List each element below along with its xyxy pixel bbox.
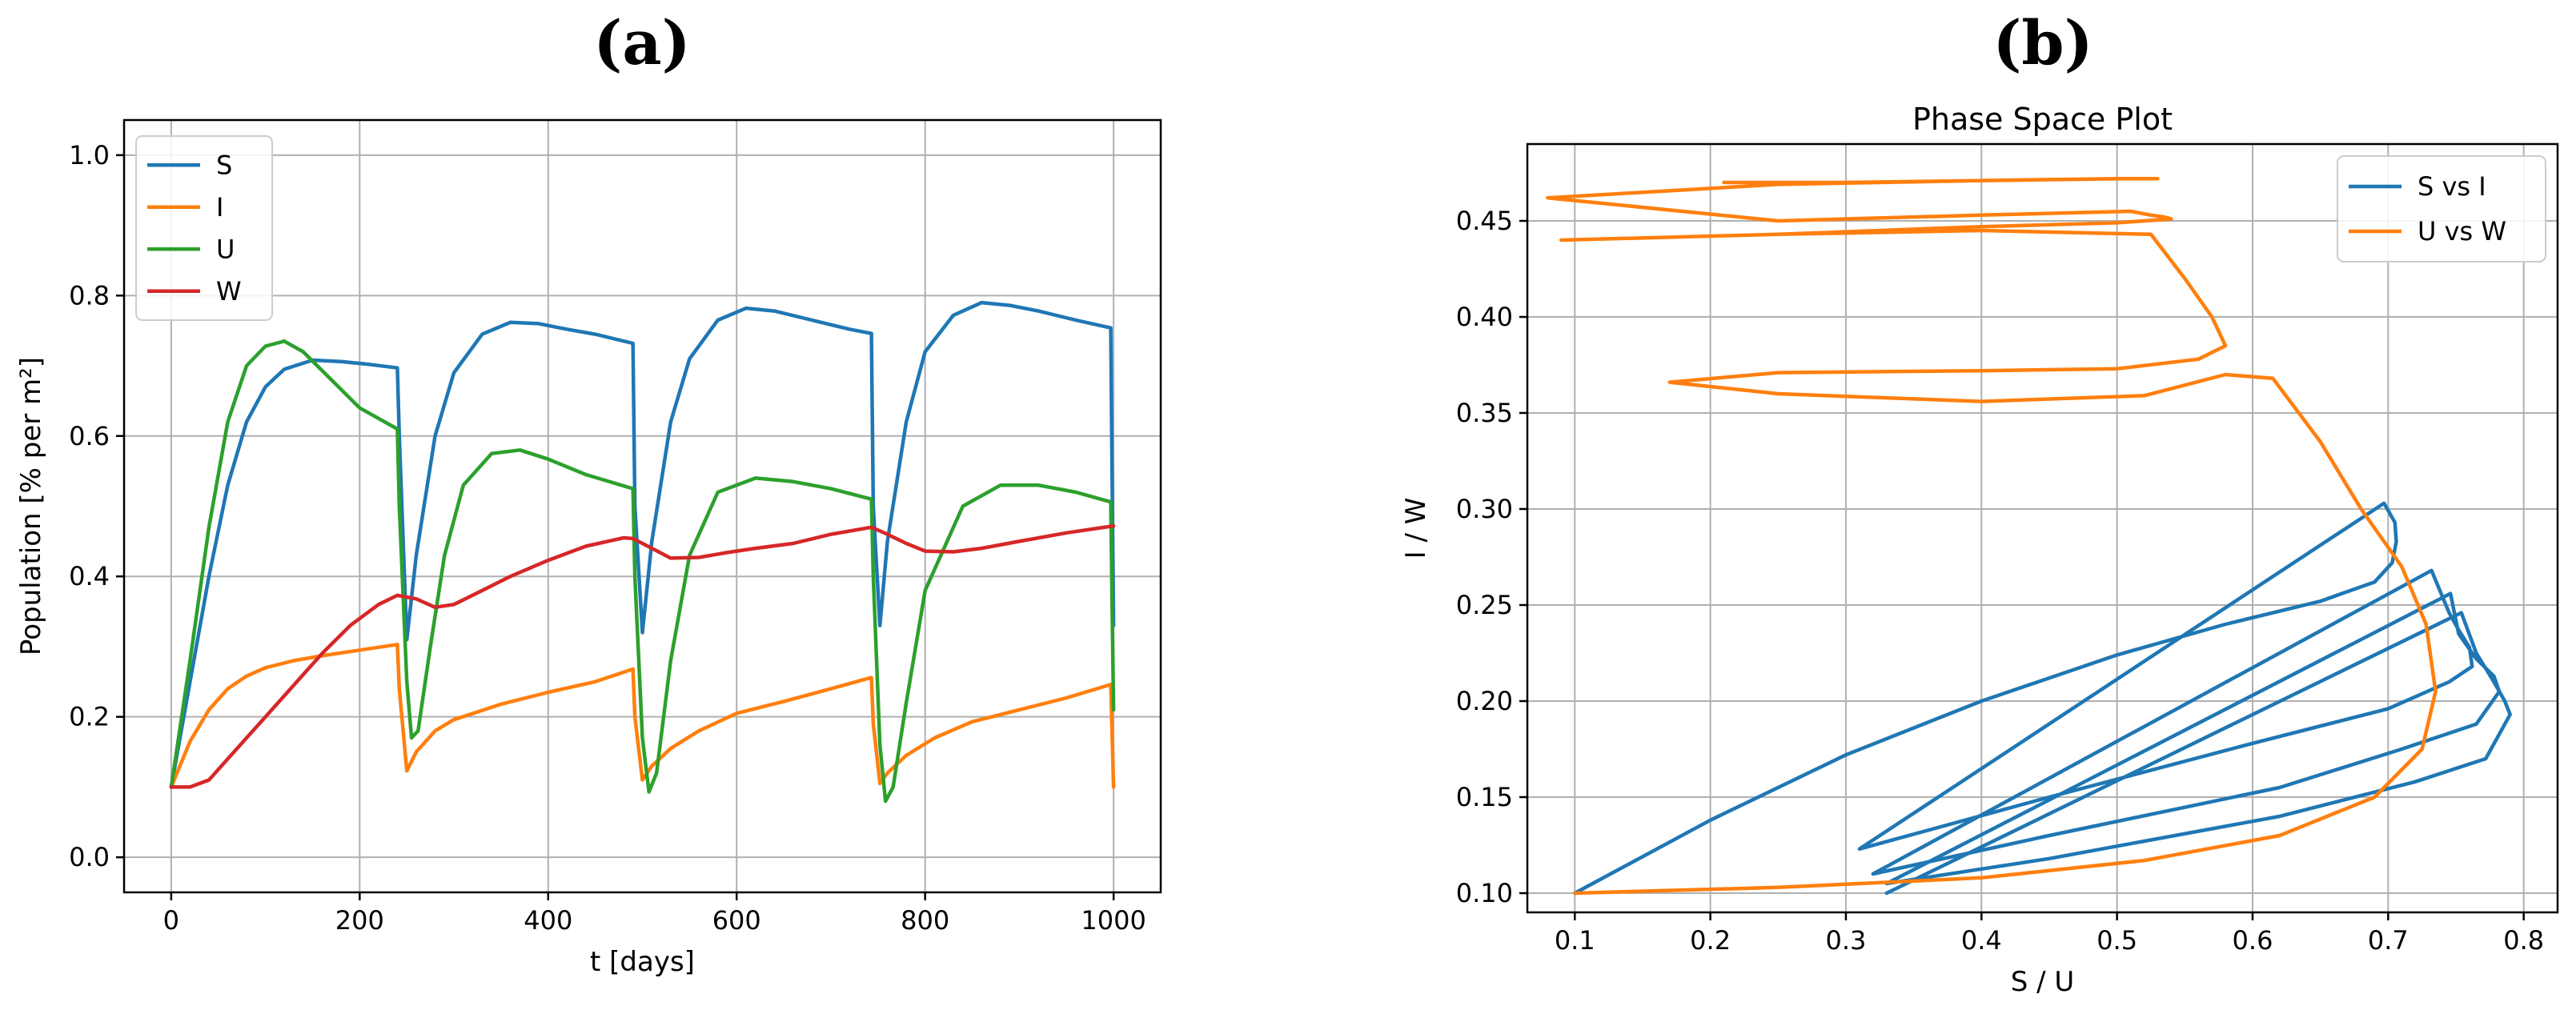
- x-axis-label: S / U: [2011, 966, 2075, 998]
- legend-label: I: [216, 192, 223, 222]
- x-tick-label: 0.8: [2503, 925, 2544, 956]
- x-tick-label: 400: [524, 905, 572, 936]
- legend-label: S: [216, 150, 232, 180]
- legend: S vs I U vs W: [2337, 155, 2546, 263]
- y-tick-label: 0.25: [1456, 590, 1513, 620]
- y-tick-label: 0.2: [69, 702, 110, 732]
- y-axis-label: I / W: [1400, 498, 1432, 559]
- x-tick-label: 600: [712, 905, 761, 936]
- series-line-s: [169, 300, 1116, 789]
- legend-label: U vs W: [2418, 216, 2506, 246]
- y-tick-label: 0.15: [1456, 782, 1513, 812]
- plot-frame: [122, 118, 1162, 894]
- series-line-s-vs-i: [1573, 501, 2512, 896]
- legend-label: U: [216, 234, 235, 264]
- series-line-w: [169, 523, 1116, 789]
- x-tick-label: 200: [335, 905, 384, 936]
- x-tick-label: 0.7: [2368, 925, 2409, 956]
- legend-box: [2337, 155, 2546, 263]
- legend-label: W: [216, 276, 242, 307]
- x-tick-label: 0.6: [2233, 925, 2273, 956]
- chart-title: Phase Space Plot: [1912, 102, 2173, 137]
- y-tick-label: 0.4: [69, 561, 110, 591]
- y-tick-label: 0.6: [69, 421, 110, 451]
- y-tick-label: 0.20: [1456, 686, 1513, 716]
- series-line-i: [169, 643, 1116, 789]
- legend-box: [135, 135, 273, 321]
- panel-label: (a): [593, 7, 690, 78]
- series-line-u: [169, 339, 1116, 804]
- chart-panel-a: (a) 0 200 400 600 800 1000 0.0 0.2 0.4 0.6 0.8 1.0 t …: [15, 7, 1162, 978]
- y-tick-label: 0.0: [69, 842, 110, 872]
- plot-frame: [1526, 142, 2559, 914]
- y-tick-label: 0.8: [69, 280, 110, 311]
- chart-panel-b: (b) Phase Space Plot 0.1 0.2 0.3 0.4 0.5 0.6 0.7…: [1400, 7, 2559, 998]
- y-tick-label: 0.45: [1456, 206, 1513, 236]
- x-tick-label: 1000: [1081, 905, 1146, 936]
- x-tick-label: 0: [163, 905, 179, 936]
- y-tick-label: 0.30: [1456, 494, 1513, 524]
- x-tick-label: 0.1: [1555, 925, 1595, 956]
- x-tick-label: 0.3: [1826, 925, 1867, 956]
- y-tick-label: 0.35: [1456, 398, 1513, 428]
- legend-label: S vs I: [2418, 171, 2486, 202]
- y-tick-label: 1.0: [69, 140, 110, 170]
- series-line-u-vs-w: [1546, 176, 2438, 896]
- x-tick-label: 0.4: [1961, 925, 2002, 956]
- panel-label: (b): [1992, 7, 2092, 78]
- y-tick-label: 0.10: [1456, 878, 1513, 908]
- y-tick-label: 0.40: [1456, 302, 1513, 332]
- y-axis-label: Population [% per m²]: [15, 357, 47, 655]
- x-tick-label: 800: [901, 905, 949, 936]
- x-tick-label: 0.2: [1690, 925, 1731, 956]
- x-tick-label: 0.5: [2097, 925, 2137, 956]
- x-axis-label: t [days]: [590, 946, 695, 978]
